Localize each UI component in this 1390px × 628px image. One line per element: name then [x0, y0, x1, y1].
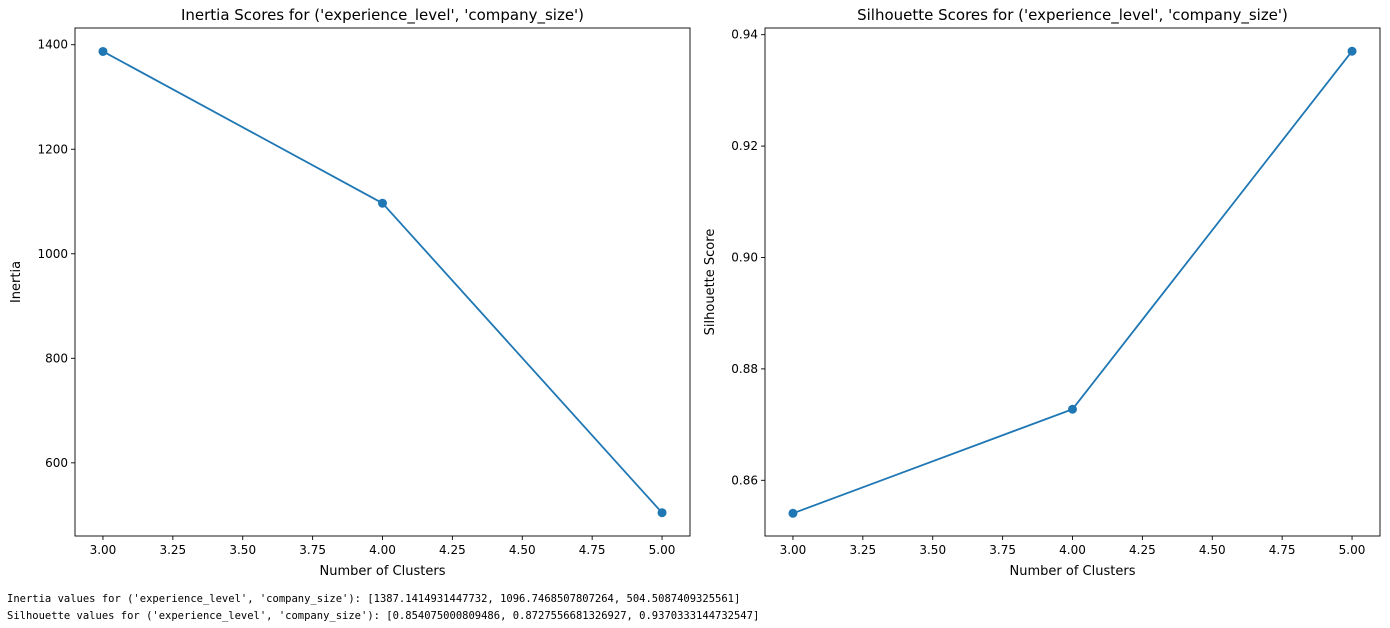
- x-tick-label: 4.75: [579, 543, 606, 557]
- data-point: [1347, 46, 1357, 56]
- x-tick-label: 3.75: [989, 543, 1016, 557]
- x-tick-label: 3.50: [919, 543, 946, 557]
- data-point: [657, 508, 667, 518]
- x-tick-label: 4.25: [1129, 543, 1156, 557]
- y-tick-label: 0.90: [731, 250, 758, 264]
- inertia-values-output: Inertia values for ('experience_level', …: [7, 593, 741, 605]
- y-tick-label: 1400: [37, 38, 68, 52]
- y-tick-label: 1000: [37, 247, 68, 261]
- x-tick-label: 3.75: [299, 543, 326, 557]
- x-axis-label: Number of Clusters: [320, 564, 446, 579]
- x-tick-label: 4.75: [1269, 543, 1296, 557]
- y-tick-label: 0.88: [731, 362, 758, 376]
- data-point: [378, 198, 387, 208]
- y-tick-label: 0.92: [731, 139, 758, 153]
- y-tick-label: 1200: [37, 142, 68, 156]
- chart-title: Inertia Scores for ('experience_level', …: [181, 6, 584, 25]
- x-tick-label: 3.00: [780, 543, 807, 557]
- y-tick-label: 0.94: [731, 28, 758, 42]
- x-tick-label: 3.25: [849, 543, 876, 557]
- x-tick-label: 5.00: [1339, 543, 1366, 557]
- data-point: [98, 46, 108, 56]
- y-axis-label: Silhouette Score: [703, 229, 718, 336]
- x-tick-label: 4.00: [1059, 543, 1086, 557]
- x-tick-label: 3.00: [90, 543, 117, 557]
- x-tick-label: 3.50: [229, 543, 256, 557]
- inertia-chart: Inertia Scores for ('experience_level', …: [9, 6, 691, 579]
- chart-title: Silhouette Scores for ('experience_level…: [857, 6, 1288, 25]
- data-point: [1068, 404, 1077, 414]
- y-axis-label: Inertia: [9, 261, 24, 303]
- x-tick-label: 4.50: [509, 543, 536, 557]
- silhouette-chart: Silhouette Scores for ('experience_level…: [703, 6, 1381, 579]
- x-tick-label: 5.00: [649, 543, 676, 557]
- x-tick-label: 4.25: [439, 543, 466, 557]
- x-tick-label: 4.50: [1199, 543, 1226, 557]
- y-tick-label: 800: [45, 351, 68, 365]
- figure: Inertia Scores for ('experience_level', …: [9, 6, 1381, 579]
- y-tick-label: 600: [45, 456, 68, 470]
- x-tick-label: 4.00: [369, 543, 396, 557]
- y-tick-label: 0.86: [731, 473, 758, 487]
- data-point: [788, 508, 798, 518]
- x-axis-label: Number of Clusters: [1010, 564, 1136, 579]
- silhouette-values-output: Silhouette values for ('experience_level…: [7, 610, 760, 622]
- x-tick-label: 3.25: [159, 543, 186, 557]
